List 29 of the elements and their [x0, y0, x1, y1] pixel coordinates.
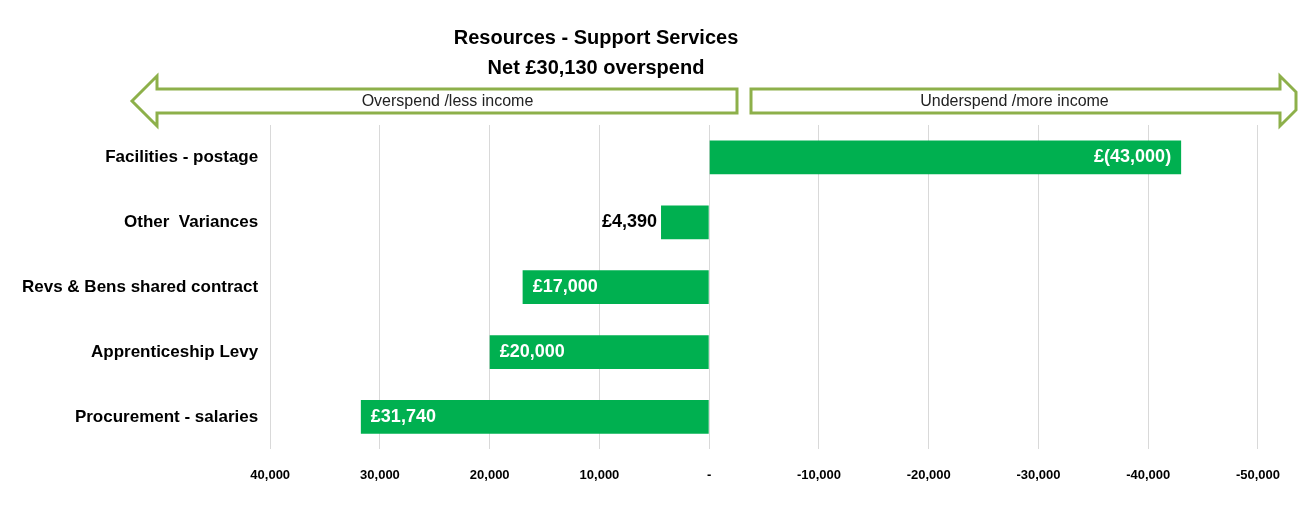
- chart-title: Resources - Support Services: [452, 26, 740, 49]
- data-label: £20,000: [499, 341, 565, 362]
- text: Underspend /more income: [919, 92, 1110, 110]
- y-tick-label: Procurement - salaries: [74, 406, 259, 426]
- bar: [489, 335, 709, 369]
- y-tick-label: Facilities - postage: [105, 147, 259, 167]
- bar: [661, 205, 709, 240]
- chart-subtitle: Net £30,130 overspend: [486, 56, 706, 79]
- bar: [522, 270, 709, 305]
- data-label: £(43,000): [1094, 146, 1172, 167]
- x-tick-label: -20,000: [906, 466, 951, 482]
- text: Overspend /less income: [360, 92, 535, 110]
- x-tick-label: 20,000: [469, 466, 510, 482]
- y-tick-label: Revs & Bens shared contract: [22, 276, 259, 296]
- y-tick-label: Other Variances: [124, 212, 259, 232]
- x-tick-label: 10,000: [579, 466, 620, 482]
- bar: [709, 140, 1182, 175]
- data-label: £31,740: [370, 405, 436, 426]
- bar: [360, 400, 709, 434]
- x-tick-label: 40,000: [250, 466, 291, 482]
- data-label: £17,000: [532, 276, 598, 297]
- x-tick-label: 30,000: [360, 466, 400, 482]
- y-tick-label: Apprenticeship Levy: [90, 341, 259, 361]
- x-tick-label: -50,000: [1235, 466, 1280, 482]
- x-tick-label: -10,000: [796, 466, 841, 482]
- x-tick-label: -30,000: [1016, 466, 1061, 482]
- x-tick-label: -: [707, 466, 712, 482]
- x-tick-label: -40,000: [1126, 466, 1171, 482]
- data-label: £4,390: [601, 211, 658, 232]
